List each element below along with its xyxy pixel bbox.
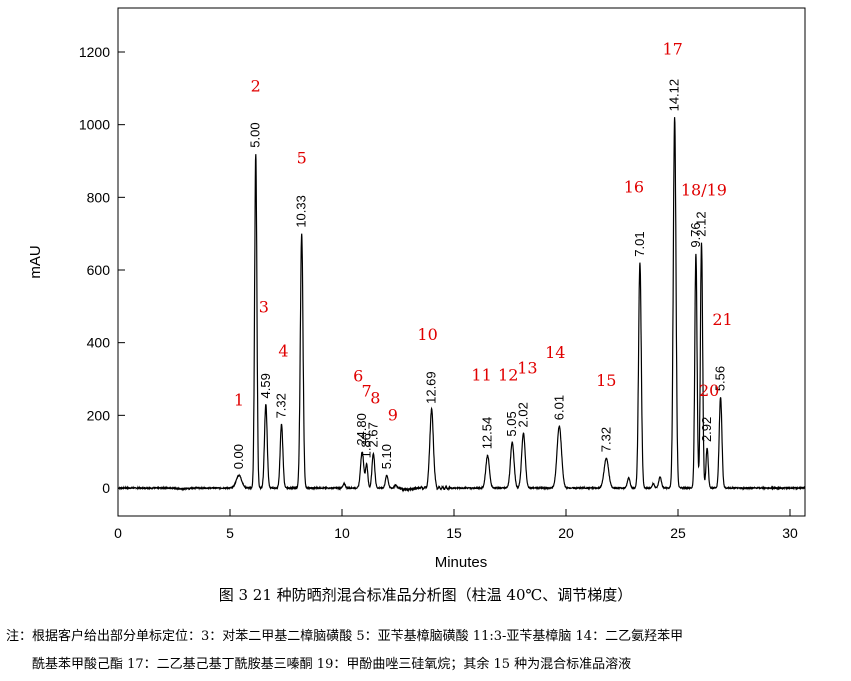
peak-time-label: 6.01 — [551, 395, 566, 420]
peak-time-label: 5.00 — [248, 122, 263, 147]
peak-time-label: 9.76 — [688, 222, 703, 247]
peak-time-label: 2.67 — [365, 422, 380, 447]
footnote-line-1: 注：根据客户给出部分单标定位：3：对苯二甲基二樟脑磺酸 5：亚苄基樟脑磺酸 11… — [6, 629, 684, 644]
peak-time-label: 2.92 — [699, 417, 714, 442]
y-tick-label: 0 — [102, 480, 110, 496]
peak-time-label: 7.32 — [598, 427, 613, 452]
peak-time-label: 14.12 — [667, 79, 682, 112]
peak-number: 6 — [353, 367, 363, 386]
peak-number: 11 — [471, 365, 491, 384]
peak-number: 2 — [251, 77, 261, 96]
y-tick-label: 200 — [87, 407, 111, 423]
x-tick-label: 10 — [334, 525, 350, 541]
x-axis-label: Minutes — [435, 554, 488, 571]
peak-number: 21 — [712, 310, 732, 329]
peak-number: 14 — [545, 343, 565, 362]
y-tick-label: 400 — [87, 335, 111, 351]
peak-time-label: 12.54 — [480, 417, 495, 450]
y-tick-label: 800 — [87, 189, 111, 205]
peak-number: 20 — [699, 381, 719, 400]
peak-number: 7 — [362, 381, 372, 400]
peak-number: 1 — [234, 390, 244, 409]
y-tick-label: 1000 — [79, 117, 110, 133]
peak-number: 5 — [297, 149, 307, 168]
peak-time-label: 7.01 — [632, 231, 647, 256]
x-tick-label: 0 — [114, 525, 122, 541]
x-tick-label: 20 — [558, 525, 574, 541]
peak-time-label: 1.86 — [359, 433, 374, 458]
peak-number: 4 — [278, 341, 288, 360]
peak-time-label: 2.12 — [694, 211, 709, 236]
peak-number: 9 — [388, 405, 398, 424]
peak-number: 10 — [417, 325, 437, 344]
peak-number: 12 — [498, 366, 518, 385]
peak-time-label: 24.80 — [354, 413, 369, 446]
x-tick-label: 25 — [670, 525, 686, 541]
peak-time-label: 10.33 — [294, 195, 309, 228]
peak-number: 18/19 — [681, 181, 727, 200]
peak-time-label: 4.59 — [258, 373, 273, 398]
figure-caption: 图 3 21 种防晒剂混合标准品分析图（柱温 40℃、调节梯度） — [218, 586, 633, 604]
y-axis-label: mAU — [27, 245, 44, 278]
peak-number: 17 — [662, 39, 682, 58]
x-tick-label: 30 — [782, 525, 798, 541]
peak-number: 16 — [624, 178, 644, 197]
peak-number: 13 — [517, 359, 537, 378]
peak-number: 15 — [596, 371, 616, 390]
peak-time-label: 0.00 — [231, 444, 246, 469]
peak-number: 8 — [370, 388, 380, 407]
plot-frame — [117, 7, 806, 517]
footnote-line-2: 酰基苯甲酸己酯 17：二乙基己基丁酰胺基三嗪酮 19：甲酚曲唑三硅氧烷；其余 1… — [32, 657, 632, 672]
peak-time-label: 5.05 — [504, 411, 519, 436]
x-tick-label: 15 — [446, 525, 462, 541]
peak-time-label: 7.32 — [274, 393, 289, 418]
chromatogram-trace — [117, 117, 806, 493]
y-tick-label: 1200 — [79, 44, 110, 60]
peak-time-label: 12.69 — [424, 371, 439, 404]
peak-time-label: 5.56 — [713, 366, 728, 391]
y-tick-label: 600 — [87, 262, 111, 278]
peak-number: 3 — [259, 297, 269, 316]
peak-time-label: 2.02 — [515, 402, 530, 427]
x-tick-label: 5 — [226, 525, 234, 541]
peak-time-label: 5.10 — [379, 444, 394, 469]
